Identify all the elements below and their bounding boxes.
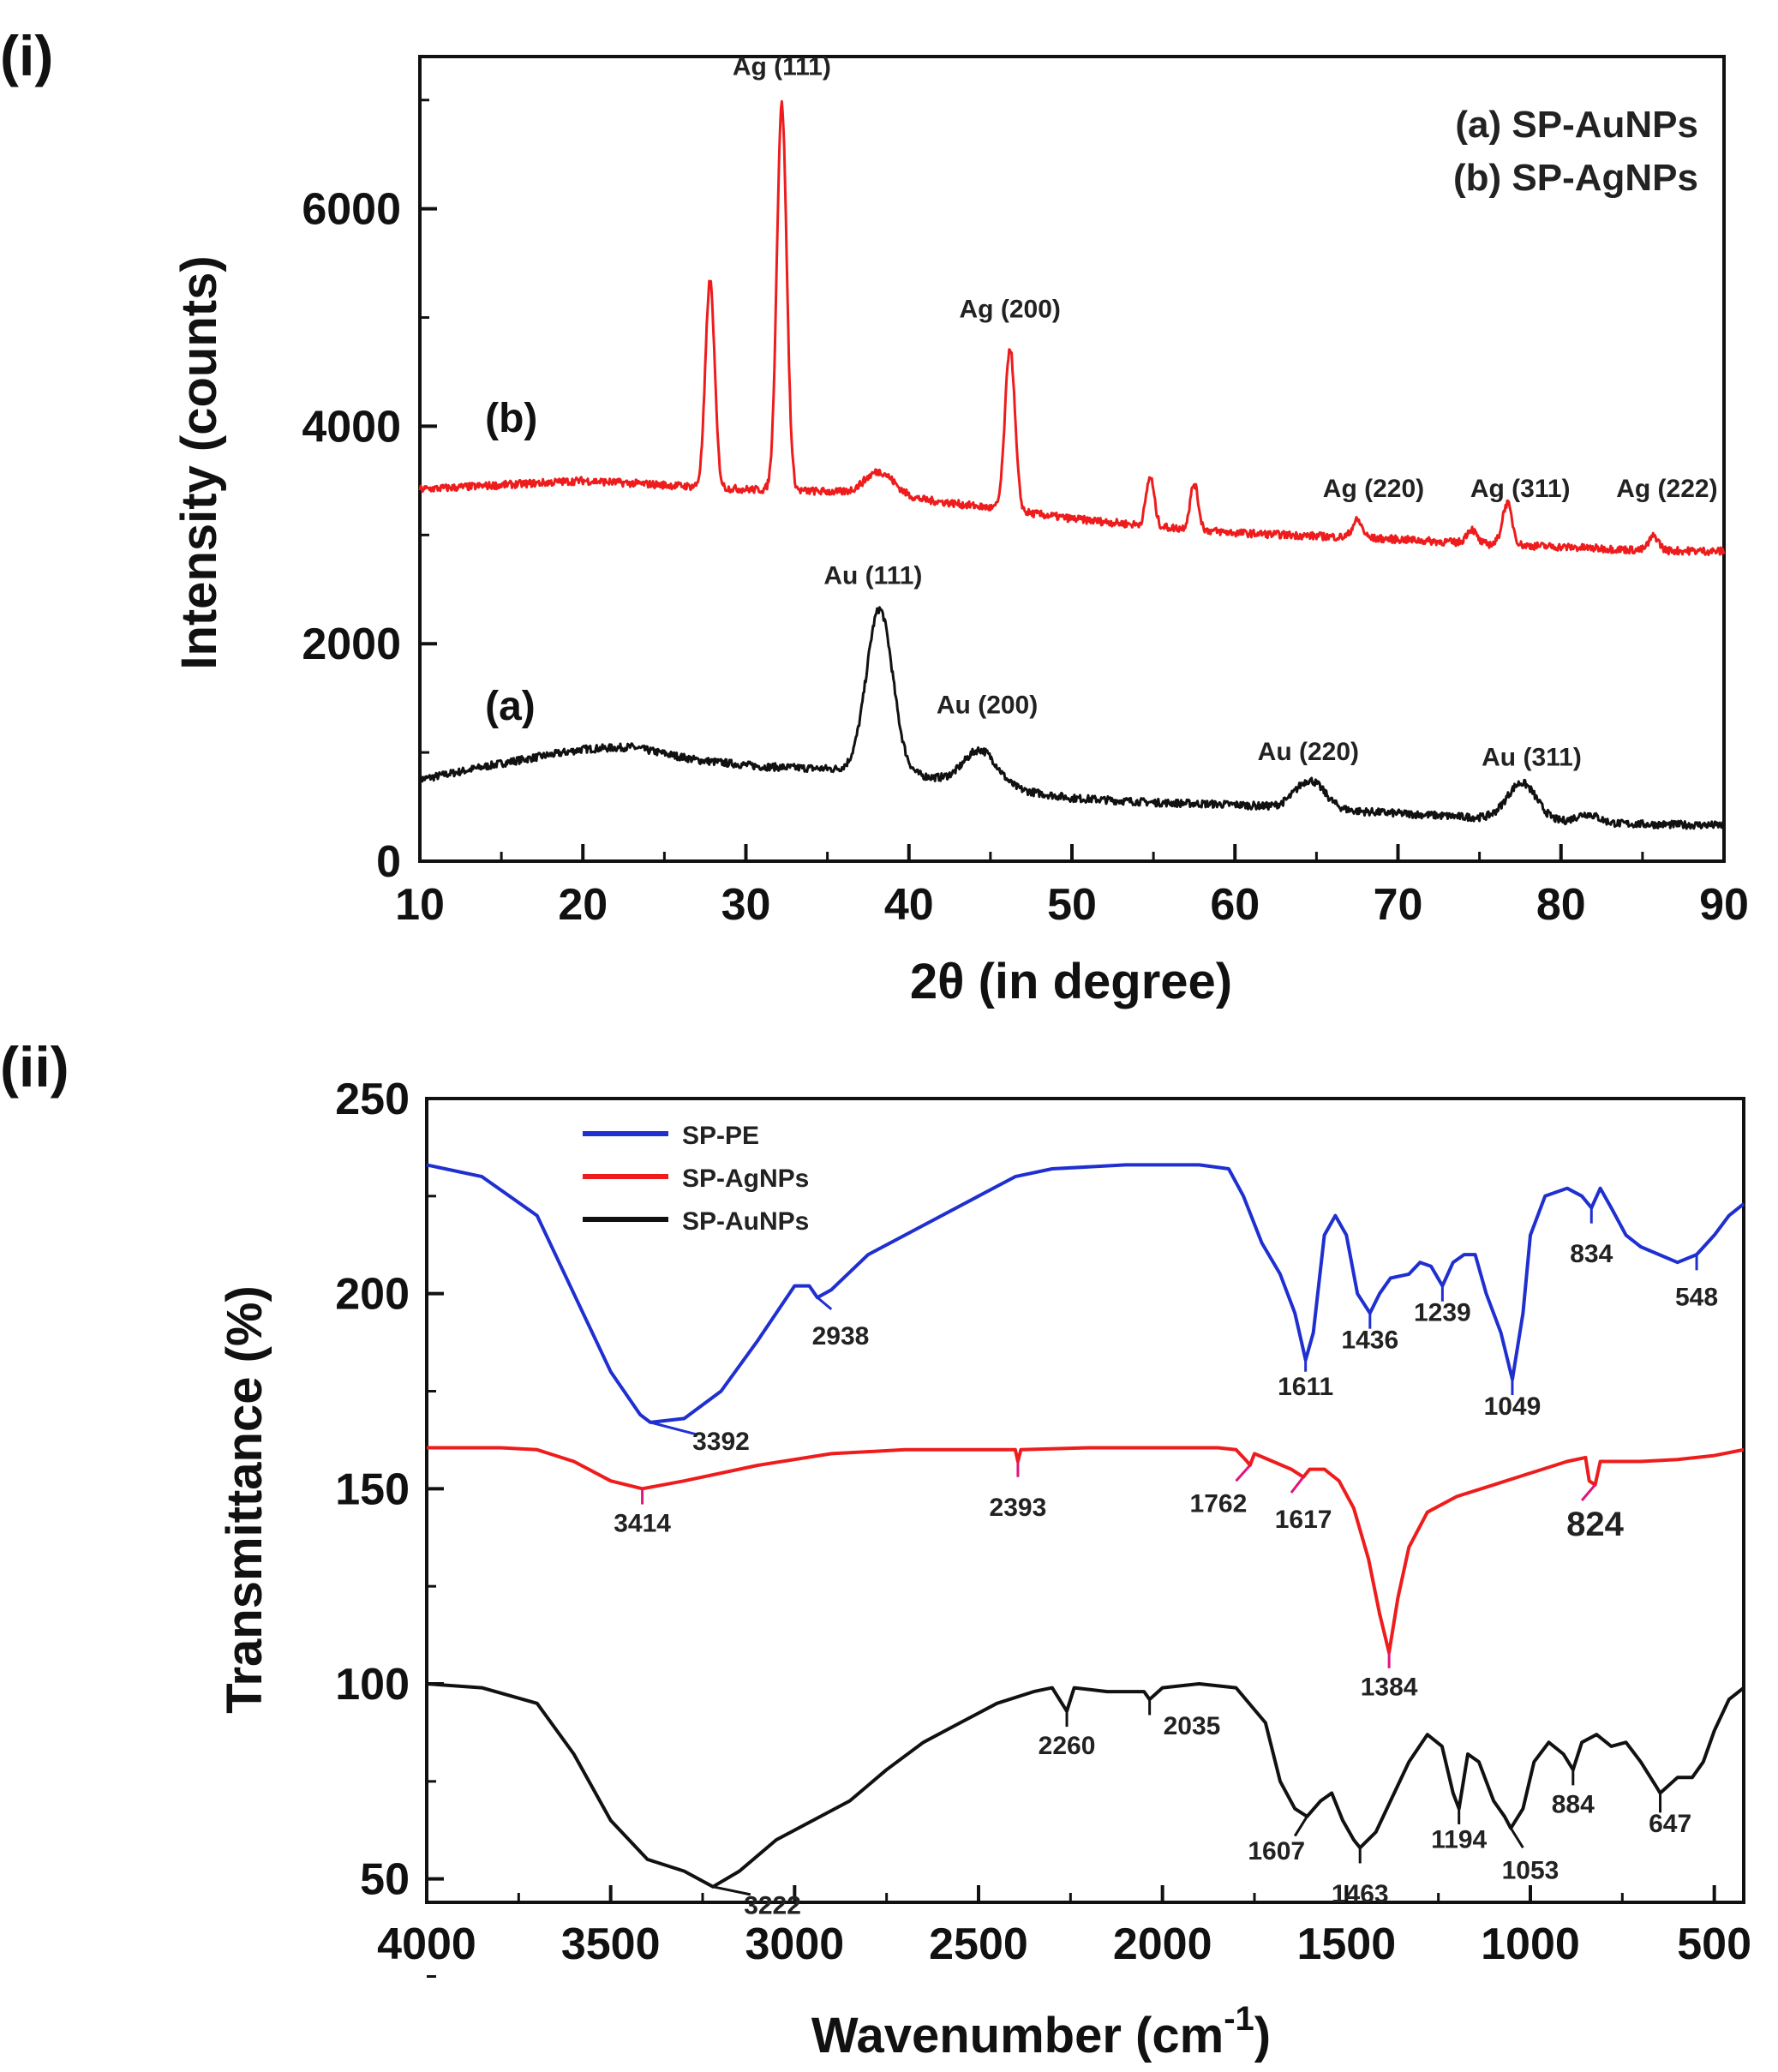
ftir-series-sp-agnps: [427, 1446, 1745, 1655]
ftir-peak-label: 1194: [1431, 1825, 1487, 1853]
xrd-series-sp-agnps: [418, 99, 1726, 556]
ftir-y-tick-label: 150: [335, 1464, 410, 1514]
ftir-x-tick-label: 2500: [929, 1919, 1028, 1969]
ftir-peak-label: 548: [1675, 1283, 1718, 1311]
ftir-y-axis-title: Transmittance (%): [217, 1285, 272, 1714]
ftir-peak-label: 1611: [1278, 1373, 1333, 1401]
ftir-peak-label: 3392: [692, 1428, 750, 1456]
xrd-peak-label: Au (220): [1258, 738, 1359, 766]
ftir-peak-label: 2393: [990, 1494, 1047, 1522]
ftir-peak-marker: [712, 1885, 751, 1896]
ftir-peak-label: 824: [1566, 1506, 1624, 1543]
ftir-peak-label: 2938: [812, 1322, 870, 1350]
ftir-x-tick-label: 3000: [745, 1919, 844, 1969]
ftir-peak-label: 2035: [1164, 1712, 1221, 1740]
ftir-y-tick-label: 200: [335, 1270, 410, 1320]
xrd-peak-label: Au (111): [823, 561, 922, 590]
xrd-peak-label: Ag (222): [1616, 475, 1717, 503]
xrd-series-label-a: (a): [485, 684, 536, 729]
ftir-panel: (ii) 4000 3500 3000 2500 2000 1500 1000 500 50 10…: [0, 1035, 1751, 2063]
ftir-peak-label: 1053: [1502, 1857, 1559, 1885]
xrd-legend-item-b: (b) SP-AgNPs: [1453, 157, 1698, 199]
ftir-y-tick-label: 250: [335, 1075, 410, 1124]
ftir-peak-label: 1617: [1275, 1506, 1332, 1534]
ftir-peak-marker: [816, 1296, 833, 1311]
ftir-x-tick-label: 3500: [561, 1919, 661, 1969]
xrd-series-label-b: (b): [485, 396, 537, 441]
ftir-x-tick-label: 2000: [1113, 1919, 1212, 1969]
xrd-y-tick-label: 0: [376, 837, 401, 887]
ftir-legend-item-sp-pe: SP-PE: [682, 1122, 759, 1150]
ftir-peak-label: 3414: [614, 1509, 671, 1537]
xrd-series-sp-aunps: [418, 606, 1726, 830]
ftir-peak-label: 834: [1570, 1240, 1613, 1268]
ftir-peak-marker: [1290, 1476, 1305, 1494]
ftir-peak-marker: [1235, 1464, 1251, 1482]
ftir-x-tick-label: 1000: [1481, 1919, 1580, 1969]
ftir-x-tick-label: 1500: [1296, 1919, 1396, 1969]
xrd-y-tick-label: 2000: [302, 620, 401, 669]
ftir-peak-label: 1436: [1341, 1326, 1398, 1354]
ftir-series-sp-aunps: [426, 1682, 1745, 1889]
ftir-y-tick-label: 100: [335, 1660, 410, 1710]
ftir-x-tick-label: 500: [1677, 1919, 1751, 1969]
xrd-x-tick-label: 70: [1374, 880, 1423, 930]
ftir-x-axis-title-main: Wavenumber (cm: [811, 2008, 1224, 2063]
xrd-x-tick-label: 40: [884, 880, 934, 930]
ftir-y-tick-label: 50: [360, 1855, 410, 1905]
ftir-peak-marker: [650, 1421, 696, 1436]
ftir-x-axis-title: Wavenumber (cm-1): [811, 2000, 1271, 2063]
xrd-x-tick-label: 10: [395, 880, 445, 930]
xrd-panel: (i) 10 20 30 40 50 60 70 80 90 0 2000 4000 6000 (a) (…: [0, 24, 1749, 1009]
ftir-series-sp-pe: [426, 1163, 1745, 1424]
ftir-legend-item-sp-aunps: SP-AuNPs: [682, 1207, 809, 1236]
ftir-x-axis-title-end: ): [1254, 2008, 1271, 2063]
ftir-peak-label: 1607: [1248, 1837, 1305, 1865]
ftir-peak-label: 3222: [744, 1892, 801, 1920]
xrd-peak-label: Au (311): [1482, 743, 1582, 771]
xrd-peak-label: Ag (311): [1470, 475, 1571, 503]
xrd-x-axis-title: 2θ (in degree): [910, 954, 1232, 1009]
ftir-peak-label: 2260: [1039, 1732, 1096, 1760]
ftir-peak-label: 1384: [1361, 1674, 1418, 1702]
ftir-peak-label: 1463: [1332, 1880, 1389, 1908]
xrd-legend: (a) SP-AuNPs (b) SP-AgNPs: [1453, 104, 1698, 199]
ftir-peak-label: 1049: [1484, 1392, 1542, 1421]
ftir-plot-frame: [425, 1097, 1745, 1904]
xrd-y-tick-label: 6000: [302, 185, 401, 235]
xrd-y-tick-label: 4000: [302, 402, 401, 452]
xrd-y-axis-title: Intensity (counts): [171, 255, 227, 669]
xrd-x-tick-label: 20: [558, 880, 608, 930]
ftir-x-axis-title-sup: -1: [1224, 2000, 1254, 2038]
ftir-peak-label: 1762: [1190, 1490, 1248, 1518]
ftir-x-tick-label: 4000: [377, 1919, 476, 1969]
xrd-x-tick-label: 60: [1210, 880, 1260, 930]
ftir-peak-label: 647: [1649, 1810, 1691, 1838]
ftir-legend: SP-PE SP-AgNPs SP-AuNPs: [583, 1122, 809, 1236]
xrd-peak-label: Ag (111): [733, 53, 831, 81]
ftir-peak-label: 884: [1552, 1790, 1595, 1818]
xrd-x-tick-label: 30: [721, 880, 771, 930]
xrd-panel-label: (i): [0, 24, 53, 87]
ftir-peak-marker: [1509, 1827, 1524, 1849]
ftir-legend-item-sp-agnps: SP-AgNPs: [682, 1165, 809, 1193]
xrd-x-tick-label: 90: [1699, 880, 1749, 930]
xrd-peak-label: Ag (200): [960, 296, 1061, 324]
xrd-x-tick-label: 80: [1536, 880, 1586, 930]
xrd-legend-item-a: (a) SP-AuNPs: [1455, 104, 1698, 146]
xrd-x-tick-label: 50: [1047, 880, 1097, 930]
xrd-peak-label: Au (200): [937, 691, 1038, 719]
ftir-peak-marker: [1293, 1816, 1308, 1837]
ftir-peak-marker: [1580, 1483, 1596, 1501]
ftir-peak-label: 1239: [1414, 1299, 1471, 1327]
ftir-panel-label: (ii): [0, 1035, 69, 1099]
xrd-peak-label: Ag (220): [1323, 475, 1424, 503]
